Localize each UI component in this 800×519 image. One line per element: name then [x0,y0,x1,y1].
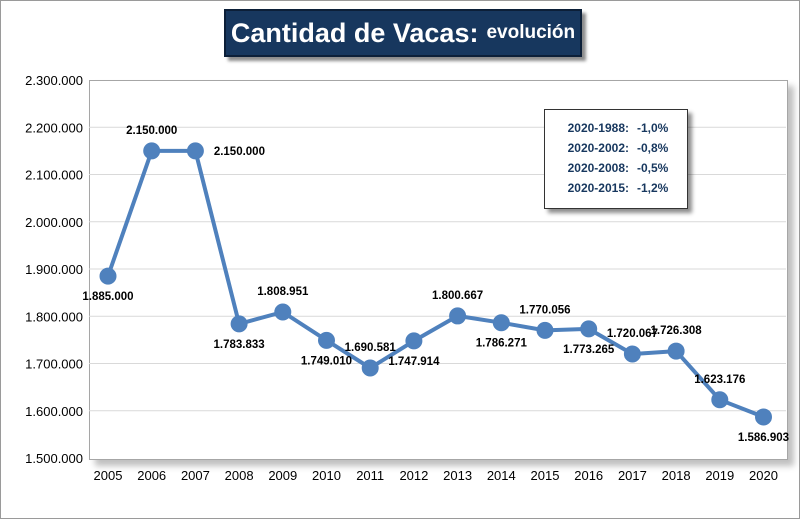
x-tick-label: 2020 [749,468,778,483]
data-label: 1.690.581 [345,342,397,354]
stat-period: 2020-2015: [567,181,629,195]
stat-value: -1,2% [637,181,669,195]
data-label: 1.770.056 [519,304,570,316]
x-tick-label: 2017 [618,468,647,483]
y-tick-label: 1.900.000 [25,262,83,277]
x-tick-label: 2009 [268,468,297,483]
y-tick-label: 1.500.000 [25,451,83,466]
x-tick-label: 2005 [94,468,123,483]
data-point [186,142,204,160]
chart-title: Cantidad de Vacas: evolución [224,9,582,57]
y-tick-label: 1.600.000 [25,404,83,419]
data-point [143,142,161,160]
data-label: 1.586.903 [738,432,789,444]
data-point [449,307,467,325]
x-tick-label: 2018 [662,468,691,483]
stat-value: -0,5% [637,161,669,175]
y-tick-label: 2.300.000 [25,73,83,88]
stat-value: -1,0% [637,121,669,135]
x-tick-label: 2010 [312,468,341,483]
y-tick-label: 2.100.000 [25,168,83,183]
data-point [580,320,598,338]
data-label: 1.726.308 [651,325,703,337]
stats-box: 2020-1988: -1,0% 2020-2002: -0,8% 2020-2… [544,109,688,209]
data-label: 1.885.000 [82,291,133,303]
stat-row: 2020-1988: -1,0% [545,118,687,138]
stat-row: 2020-2008: -0,5% [545,158,687,178]
data-label: 1.720.067 [607,328,658,340]
y-tick-label: 1.700.000 [25,357,83,372]
stat-row: 2020-2015: -1,2% [545,178,687,198]
stat-period: 2020-2002: [567,141,629,155]
data-point [274,303,292,321]
data-label: 1.747.914 [388,356,440,368]
x-tick-label: 2007 [181,468,210,483]
data-point [755,408,772,426]
x-tick-label: 2019 [705,468,734,483]
data-label: 2.150.000 [214,146,265,158]
data-point [405,332,423,350]
y-tick-label: 1.800.000 [25,309,83,324]
data-point [711,391,729,409]
data-point [536,321,554,339]
y-tick-label: 2.200.000 [25,120,83,135]
data-point [99,267,117,285]
chart-title-main: Cantidad de Vacas: [230,17,479,48]
x-tick-label: 2006 [137,468,166,483]
data-label: 1.749.010 [301,355,352,367]
data-point [667,342,685,360]
data-point [361,359,379,377]
stat-value: -0,8% [637,141,669,155]
x-tick-label: 2008 [225,468,254,483]
data-point [318,331,335,349]
data-label: 1.800.667 [432,290,483,302]
data-label: 1.808.951 [257,286,309,298]
chart-title-sub: evolución [486,22,576,43]
data-label: 1.773.265 [563,344,615,356]
data-point [492,314,510,332]
data-label: 1.623.176 [694,374,745,386]
x-tick-label: 2013 [443,468,472,483]
stat-period: 2020-1988: [567,121,629,135]
x-tick-label: 2016 [574,468,603,483]
x-tick-label: 2015 [531,468,560,483]
stat-row: 2020-2002: -0,8% [545,138,687,158]
data-label: 2.150.000 [126,125,177,137]
data-label: 1.786.271 [476,338,528,350]
x-tick-label: 2011 [356,468,384,483]
y-tick-label: 2.000.000 [25,215,83,230]
x-tick-label: 2014 [487,468,516,483]
data-label: 1.783.833 [214,339,265,351]
data-point [623,345,641,363]
data-point [230,315,248,333]
series-line [106,148,765,419]
x-tick-label: 2012 [399,468,428,483]
stat-period: 2020-2008: [567,161,629,175]
